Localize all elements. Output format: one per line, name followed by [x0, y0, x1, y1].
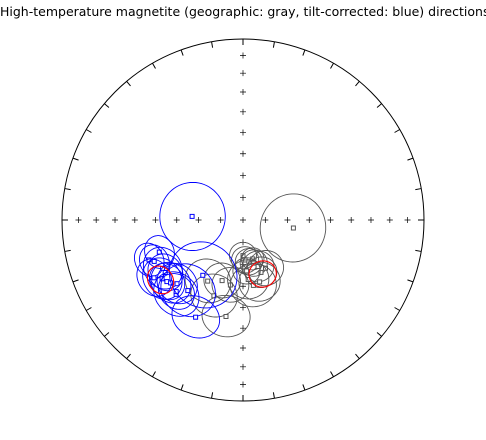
inclination-cross — [240, 150, 246, 157]
tilt_corrected-a95-circle — [159, 181, 226, 251]
chart-title: High-temperature magnetite (geographic: … — [0, 4, 486, 19]
data-layer — [134, 181, 327, 339]
declination-tick — [355, 353, 360, 359]
inclination-cross — [240, 304, 246, 311]
declination-tick — [180, 384, 184, 391]
inclination-cross — [367, 217, 374, 223]
declination-tick — [272, 392, 275, 399]
inclination-cross — [152, 217, 159, 223]
tilt_corrected-a95-circle — [142, 246, 183, 290]
geographic-a95-circle — [239, 249, 268, 277]
geographic-a95-circle — [201, 294, 251, 338]
mean-a95-circle — [146, 265, 175, 295]
declination-tick — [355, 81, 360, 87]
declination-tick — [415, 188, 422, 191]
geographic-direction-marker — [219, 278, 225, 284]
declination-tick — [126, 353, 131, 359]
declination-tick — [72, 279, 79, 283]
inclination-cross — [386, 217, 393, 223]
tilt_corrected-direction-marker — [174, 281, 180, 287]
stereonet-frame — [61, 38, 425, 402]
inclination-cross — [240, 344, 246, 351]
geographic-direction-marker — [258, 269, 264, 275]
inclination-cross — [327, 217, 334, 223]
declination-tick — [64, 249, 71, 252]
geographic-direction-marker — [257, 279, 263, 285]
declination-tick — [211, 392, 214, 399]
inclination-cross — [93, 217, 100, 223]
inclination-cross — [112, 217, 119, 223]
geographic-a95-circle — [238, 261, 281, 302]
declination-tick — [302, 49, 306, 56]
tilt_corrected-a95-circle — [144, 235, 175, 269]
inclination-cross — [240, 381, 246, 388]
inclination-cross — [240, 108, 246, 115]
declination-tick — [376, 332, 382, 337]
geographic-a95-circle — [227, 259, 270, 300]
declination-tick — [376, 103, 382, 108]
declination-tick — [330, 62, 334, 69]
geographic-direction-marker — [223, 314, 229, 319]
geographic-a95-circle — [231, 246, 260, 274]
tilt_corrected-a95-circle — [148, 262, 186, 301]
inclination-cross — [404, 217, 411, 223]
inclination-cross — [284, 217, 291, 223]
tilt_corrected-a95-circle — [150, 261, 192, 304]
tilt_corrected-direction-marker — [189, 213, 195, 219]
inclination-cross — [240, 194, 246, 201]
declination-tick — [126, 81, 131, 87]
inclination-cross — [240, 89, 246, 96]
geographic-direction-marker — [244, 268, 250, 274]
inclination-cross — [217, 217, 224, 223]
declination-tick — [72, 157, 79, 161]
inclination-cross — [240, 172, 246, 179]
mean-a95-circle — [248, 260, 277, 288]
inclination-cross — [75, 217, 82, 223]
center-cross — [240, 217, 246, 223]
declination-tick — [407, 279, 414, 283]
declination-tick — [211, 41, 214, 48]
tilt_corrected-direction-marker — [200, 272, 206, 278]
geographic-a95-circle — [259, 193, 327, 263]
declination-tick — [407, 157, 414, 161]
inclination-cross — [240, 70, 246, 77]
declination-tick — [152, 371, 156, 378]
inclination-cross — [240, 325, 246, 332]
declination-tick — [104, 332, 110, 337]
geographic-direction-marker — [205, 278, 211, 284]
inclination-cross — [262, 217, 269, 223]
tilt_corrected-direction-marker — [193, 314, 199, 320]
declination-tick — [394, 307, 401, 311]
declination-tick — [415, 249, 422, 252]
inclination-cross — [348, 217, 355, 223]
inclination-cross — [240, 129, 246, 136]
declination-tick — [85, 129, 92, 133]
inclination-cross — [131, 217, 138, 223]
geographic-a95-circle — [229, 263, 277, 308]
inclination-cross — [240, 52, 246, 59]
geographic-direction-marker — [290, 225, 296, 231]
declination-tick — [64, 188, 71, 191]
geographic-a95-circle — [203, 262, 241, 299]
declination-tick — [180, 49, 184, 56]
inclination-cross — [240, 363, 246, 370]
declination-tick — [394, 129, 401, 133]
inclination-cross — [240, 283, 246, 290]
declination-tick — [330, 371, 334, 378]
declination-tick — [302, 384, 306, 391]
tilt_corrected-a95-circle — [171, 295, 221, 339]
tilt_corrected-direction-marker — [151, 275, 157, 281]
inclination-cross — [306, 217, 313, 223]
tilt_corrected-a95-circle — [153, 271, 200, 317]
declination-tick — [104, 103, 110, 108]
tilt_corrected-direction-marker — [185, 288, 191, 294]
inclination-cross — [173, 217, 180, 223]
declination-tick — [152, 62, 156, 69]
geographic-a95-circle — [244, 256, 278, 289]
declination-tick — [85, 307, 92, 311]
declination-tick — [272, 41, 275, 48]
geographic-a95-circle — [211, 267, 250, 303]
inclination-cross — [195, 217, 202, 223]
